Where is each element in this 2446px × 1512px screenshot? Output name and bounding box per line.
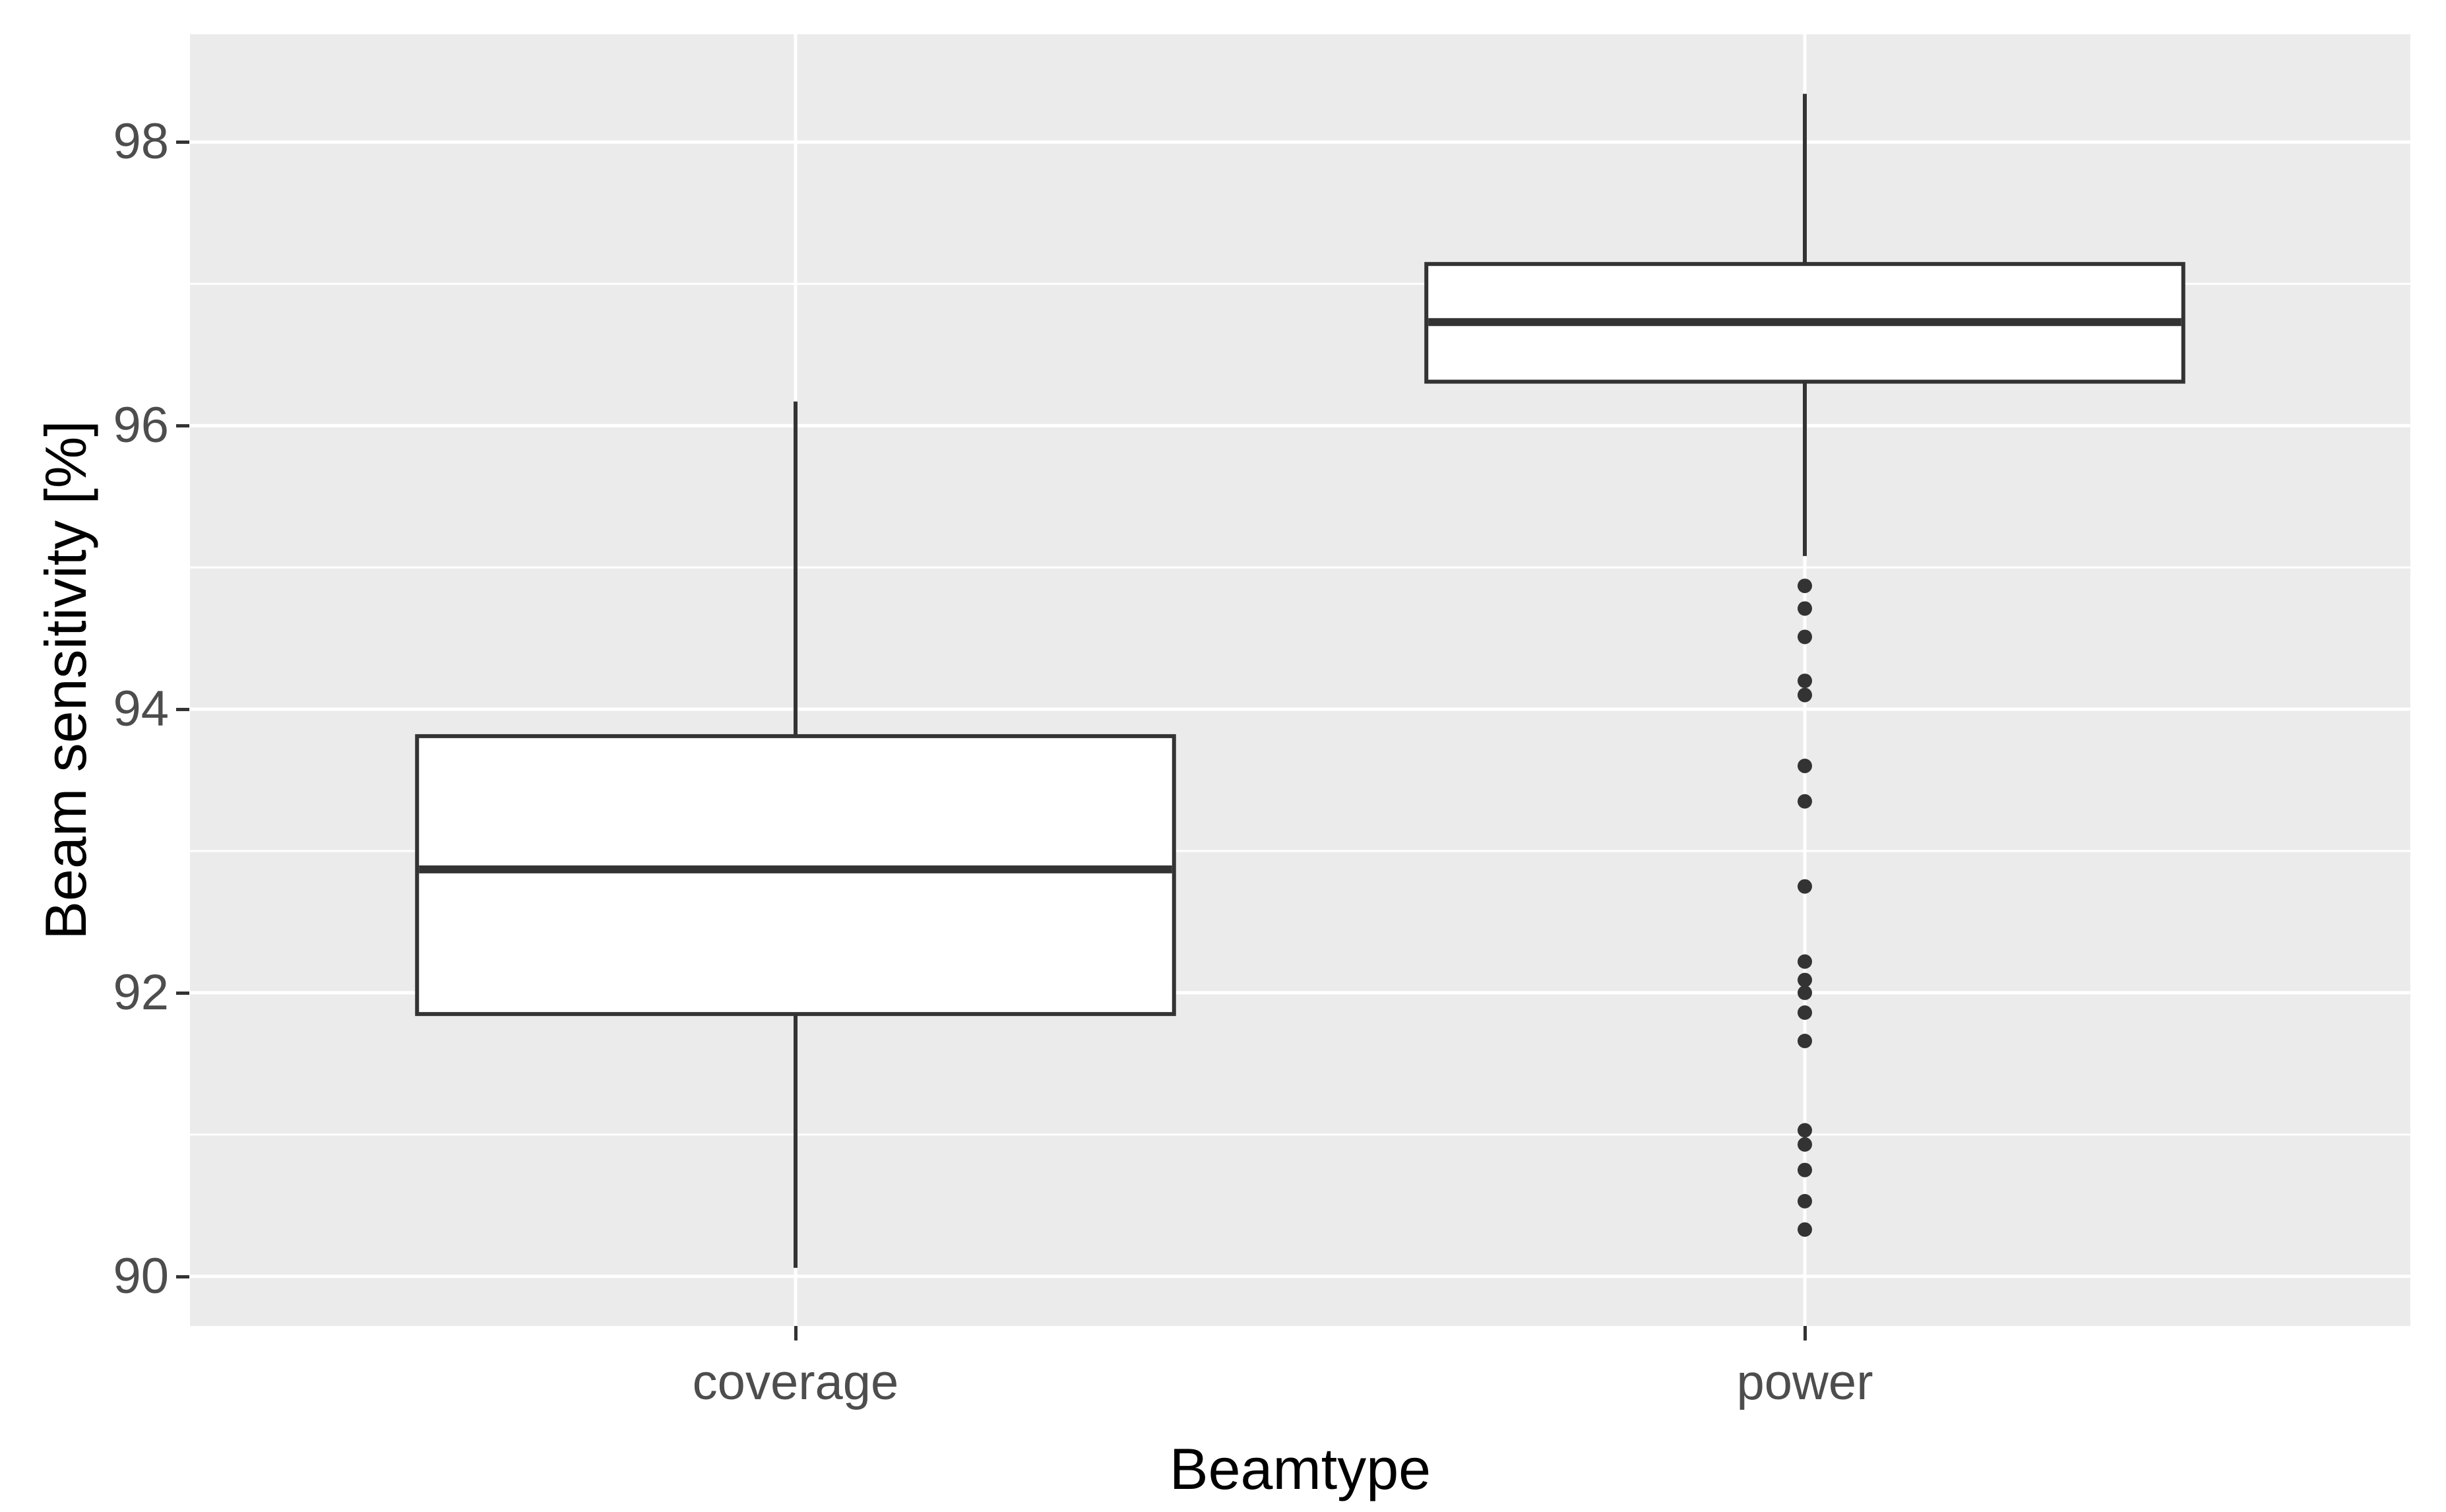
outlier-point [1798,579,1812,594]
outlier-point [1798,954,1812,969]
outlier-point [1798,687,1812,703]
outlier-point [1798,1005,1812,1021]
x-axis-title: Beamtype [1169,1436,1431,1501]
x-tick-label-coverage: coverage [692,1354,899,1410]
outlier-point [1798,1162,1812,1178]
y-tick-mark [176,991,189,995]
outlier-point [1798,879,1812,894]
y-tick-label: 90 [113,1247,169,1304]
y-axis-title: Beam sensitivity [%] [33,420,98,940]
outlier-point [1798,759,1812,774]
x-tick-label-power: power [1736,1354,1873,1410]
y-tick-mark [176,1275,189,1278]
y-tick-label: 92 [113,964,169,1021]
x-tick-mark [1803,1326,1807,1340]
outlier-point [1798,1193,1812,1209]
plot-panel [190,34,2410,1326]
outlier-point [1798,1123,1812,1138]
y-tick-mark [176,708,189,712]
outlier-point [1798,674,1812,689]
outlier-point [1798,601,1812,616]
outlier-point [1798,985,1812,1000]
y-tick-label: 98 [113,113,169,170]
y-tick-label: 94 [113,681,169,738]
outlier-point [1798,794,1812,809]
outlier-point [1798,972,1812,988]
x-tick-mark [794,1326,798,1340]
y-tick-mark [176,424,189,428]
outlier-point [1798,629,1812,645]
y-tick-mark [176,141,189,144]
box-coverage [415,734,1176,1017]
y-tick-label: 96 [113,397,169,454]
outlier-point [1798,1033,1812,1048]
outlier-point [1798,1137,1812,1152]
outlier-point [1798,1222,1812,1237]
